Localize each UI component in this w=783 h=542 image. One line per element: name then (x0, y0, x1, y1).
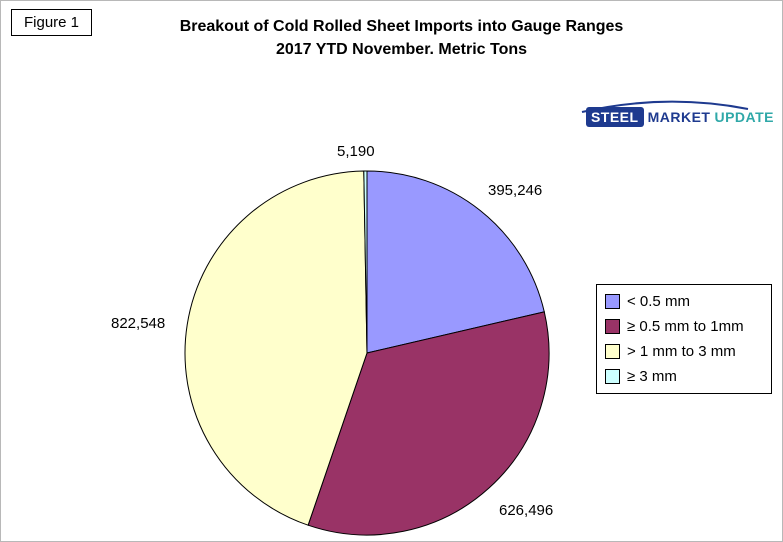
legend-item-1to3mm: > 1 mm to 3 mm (605, 343, 763, 360)
logo-update-text: UPDATE (714, 109, 774, 125)
legend-label-05to1mm: ≥ 0.5 mm to 1mm (627, 318, 744, 335)
logo-market-text: MARKET (647, 109, 711, 125)
legend-item-05to1mm: ≥ 0.5 mm to 1mm (605, 318, 763, 335)
legend-swatch-lt05mm (605, 294, 620, 309)
figure-label: Figure 1 (11, 9, 93, 36)
pie-slice-0 (366, 170, 545, 354)
slice-value-label-lt05mm: 395,246 (488, 182, 543, 199)
legend-item-lt05mm: < 0.5 mm (605, 293, 763, 310)
legend-label-ge3mm: ≥ 3 mm (627, 368, 677, 385)
pie-slice-1 (307, 311, 550, 536)
logo-steel-text: STEEL (585, 107, 644, 127)
legend: < 0.5 mm ≥ 0.5 mm to 1mm > 1 mm to 3 mm … (596, 284, 772, 394)
slice-value-label-1to3mm: 822,548 (111, 315, 166, 332)
pie-chart (184, 170, 550, 536)
pie-slice-3 (363, 170, 368, 354)
pie-slice-2 (184, 170, 368, 526)
legend-swatch-1to3mm (605, 344, 620, 359)
legend-item-ge3mm: ≥ 3 mm (605, 368, 763, 385)
slice-value-label-ge3mm: 5,190 (337, 143, 375, 160)
legend-swatch-ge3mm (605, 369, 620, 384)
chart-title-line2: 2017 YTD November. Metric Tons (275, 41, 528, 58)
legend-label-1to3mm: > 1 mm to 3 mm (627, 343, 736, 360)
legend-swatch-05to1mm (605, 319, 620, 334)
chart-title-line1: Breakout of Cold Rolled Sheet Imports in… (179, 18, 624, 35)
steel-market-update-logo: STEEL MARKET UPDATE (581, 100, 774, 127)
chart-title: Breakout of Cold Rolled Sheet Imports in… (71, 15, 732, 61)
slice-value-label-05to1mm: 626,496 (499, 502, 554, 519)
legend-label-lt05mm: < 0.5 mm (627, 293, 690, 310)
